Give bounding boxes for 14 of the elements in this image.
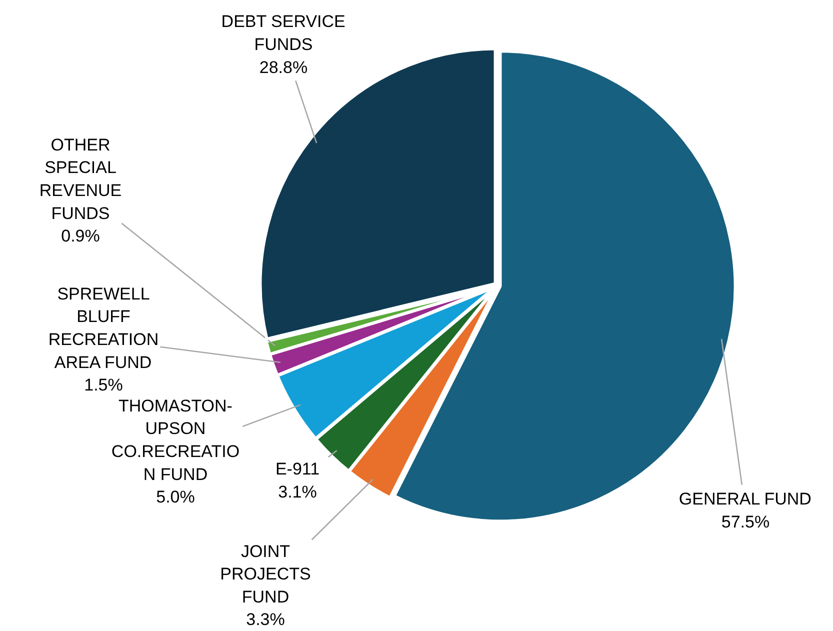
data-label: 57.5% xyxy=(721,512,770,532)
data-label: 28.8% xyxy=(259,58,308,77)
slice-label: JOINT PROJECTS FUND xyxy=(220,542,311,606)
slice-label: OTHER SPECIAL REVENUE FUNDS xyxy=(39,135,122,223)
data-label: 5.0% xyxy=(156,488,195,507)
slice-label: THOMASTON-UPSON CO.RECREATION FUND xyxy=(111,396,240,484)
data-label: 3.3% xyxy=(246,610,285,630)
data-label: 3.1% xyxy=(278,482,317,502)
slice-label: SPREWELL BLUFF RECREATION AREA FUND xyxy=(48,284,159,372)
slice-label: DEBT SERVICE FUNDS xyxy=(221,12,346,54)
data-label: 1.5% xyxy=(84,376,123,395)
data-label: 0.9% xyxy=(61,226,100,246)
slice-label: E-911 xyxy=(275,460,320,479)
slice-label: GENERAL FUND xyxy=(678,490,812,509)
